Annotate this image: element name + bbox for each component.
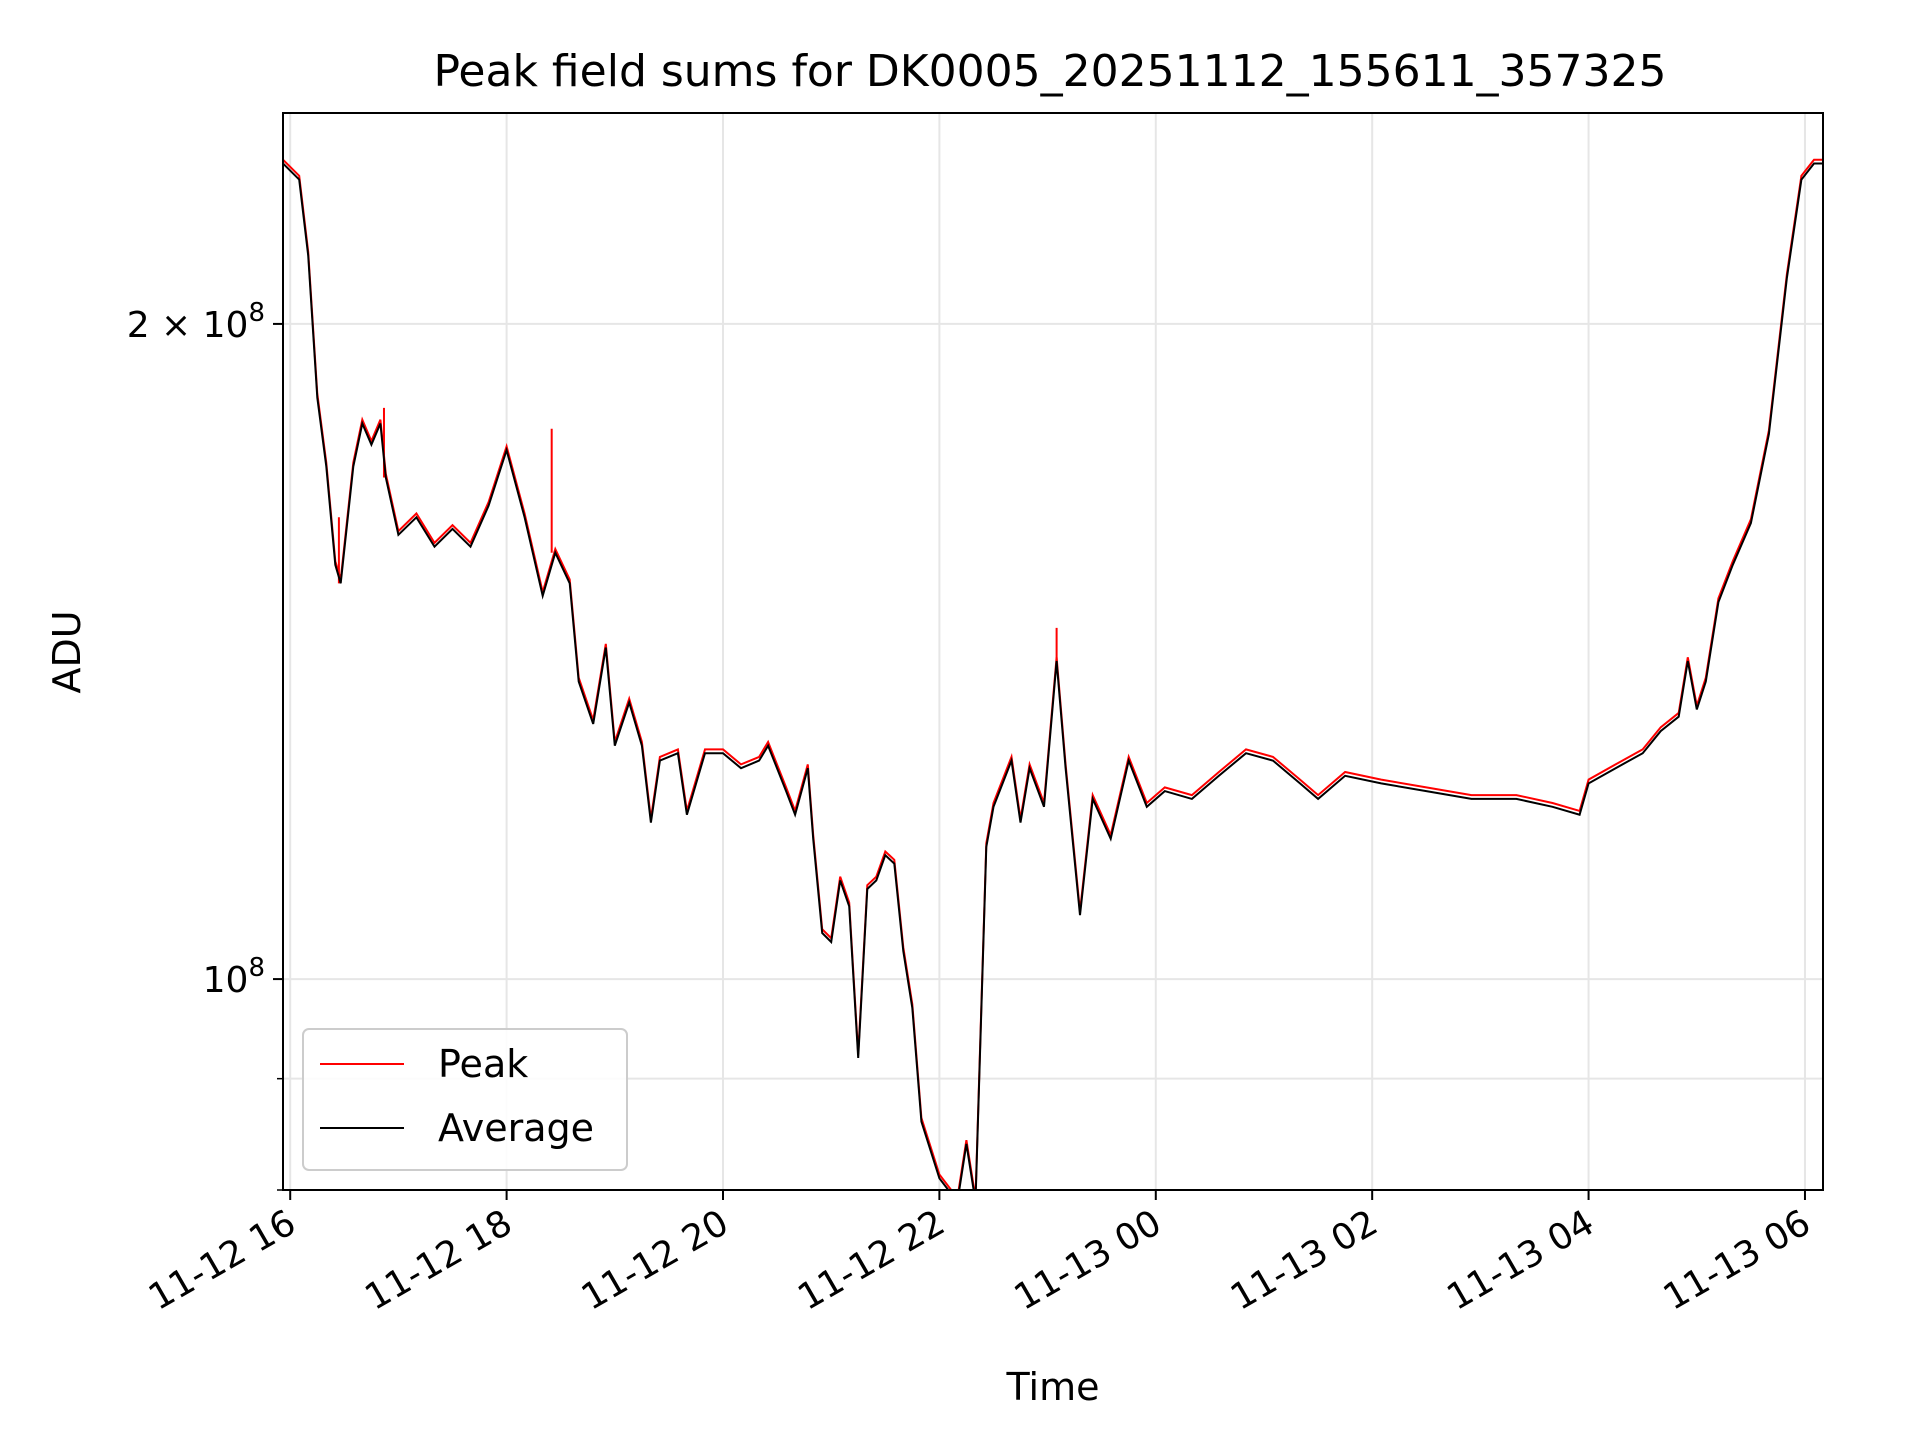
series-peak-line <box>283 158 1823 1190</box>
y-tick-label: 2 × 108 <box>127 298 265 346</box>
series-layer <box>283 158 1823 1190</box>
x-axis-title: Time <box>1006 1365 1100 1409</box>
y-axis-title: ADU <box>45 610 89 693</box>
legend-peak-label: Peak <box>438 1042 528 1086</box>
y-axis: 108 2 × 108 <box>127 298 283 1191</box>
chart-title: Peak field sums for DK0005_20251112_1556… <box>433 46 1666 97</box>
series-average-line <box>283 162 1823 1190</box>
legend-average-label: Average <box>438 1106 594 1150</box>
plot-frame <box>282 112 1824 1191</box>
legend: Peak Average <box>302 1028 628 1171</box>
y-tick-label: 108 <box>203 953 265 1001</box>
